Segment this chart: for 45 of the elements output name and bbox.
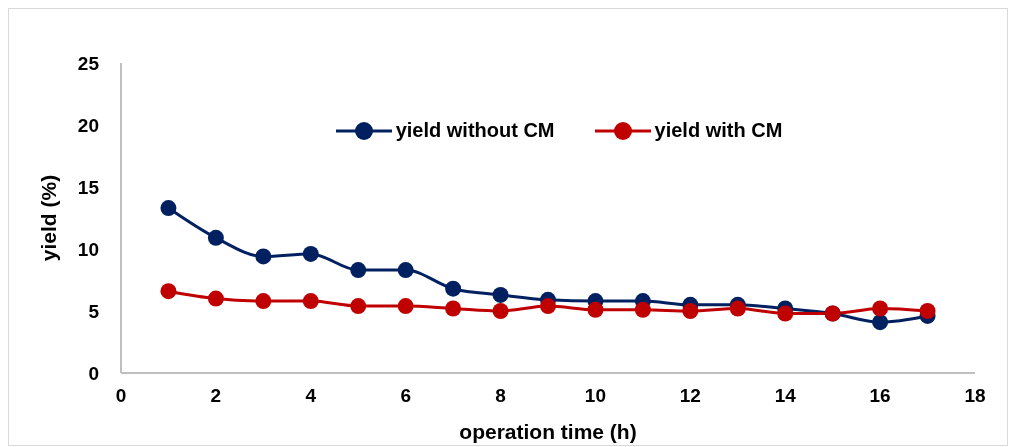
point <box>540 298 556 315</box>
x-tick-label: 12 <box>679 385 701 407</box>
point <box>777 305 794 322</box>
point <box>350 262 367 279</box>
x-tick-label: 6 <box>400 385 411 407</box>
point <box>160 200 177 217</box>
point <box>207 290 224 307</box>
legend-label: yield with CM <box>654 119 783 142</box>
point <box>397 298 414 315</box>
y-axis-title: yield (%) <box>37 174 61 262</box>
point <box>919 303 936 319</box>
point <box>207 229 224 246</box>
x-tick-label: 16 <box>869 385 891 407</box>
point <box>255 248 272 265</box>
point <box>729 300 746 317</box>
x-tick-label: 0 <box>115 385 127 407</box>
x-tick-label: 18 <box>964 385 986 407</box>
point <box>445 300 462 317</box>
y-tick-label: 10 <box>77 238 99 260</box>
x-tick-label: 8 <box>495 385 506 407</box>
x-tick-label: 4 <box>305 385 317 407</box>
y-tick-label: 20 <box>77 114 99 136</box>
y-tick-label: 0 <box>88 362 99 384</box>
legend-label: yield without CM <box>395 119 555 142</box>
point <box>302 245 319 262</box>
point <box>492 286 509 303</box>
point <box>445 280 462 297</box>
y-tick-label: 25 <box>77 52 100 74</box>
x-tick-label: 14 <box>774 385 797 407</box>
point <box>682 303 699 319</box>
point <box>872 300 889 317</box>
point <box>634 301 651 318</box>
point <box>160 283 177 300</box>
x-tick-label: 10 <box>584 385 607 407</box>
point <box>587 301 604 318</box>
y-tick-label: 15 <box>77 176 100 198</box>
point <box>302 293 319 310</box>
point <box>872 314 889 331</box>
point <box>255 293 272 310</box>
x-axis-title: operation time (h) <box>459 420 637 443</box>
point <box>492 303 509 319</box>
point <box>350 298 367 315</box>
y-tick-label: 5 <box>88 300 100 322</box>
point <box>397 262 414 279</box>
x-tick-label: 2 <box>210 385 222 407</box>
